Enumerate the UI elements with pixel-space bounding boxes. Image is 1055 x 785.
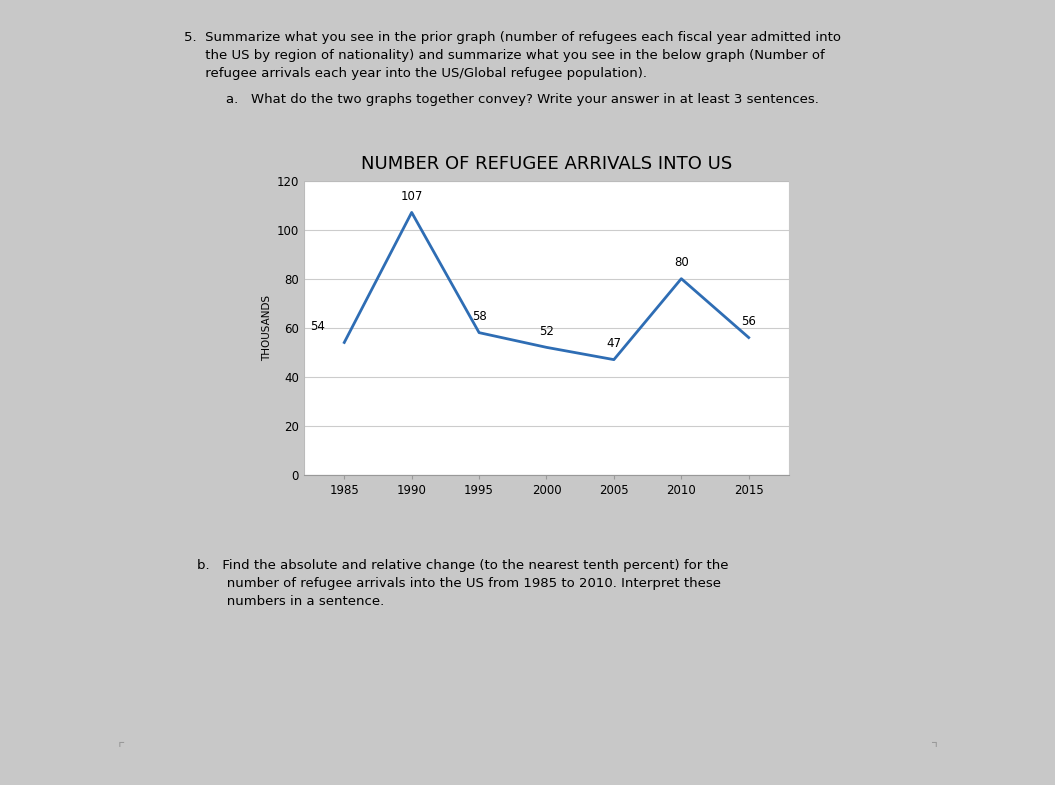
- Text: 47: 47: [607, 337, 621, 350]
- Text: 56: 56: [742, 315, 756, 328]
- Text: 54: 54: [310, 319, 325, 333]
- Text: a.   What do the two graphs together convey? Write your answer in at least 3 sen: a. What do the two graphs together conve…: [226, 93, 819, 106]
- Text: 5.  Summarize what you see in the prior graph (number of refugees each fiscal ye: 5. Summarize what you see in the prior g…: [185, 31, 841, 80]
- Text: 58: 58: [472, 310, 486, 323]
- Text: 80: 80: [674, 256, 689, 268]
- Text: ⌝: ⌝: [929, 741, 937, 756]
- Text: 52: 52: [539, 324, 554, 338]
- Text: ⌜: ⌜: [118, 741, 126, 756]
- Y-axis label: THOUSANDS: THOUSANDS: [263, 294, 272, 361]
- Text: b.   Find the absolute and relative change (to the nearest tenth percent) for th: b. Find the absolute and relative change…: [196, 559, 728, 608]
- Title: NUMBER OF REFUGEE ARRIVALS INTO US: NUMBER OF REFUGEE ARRIVALS INTO US: [361, 155, 732, 173]
- Text: 107: 107: [401, 190, 423, 203]
- Bar: [304, 181, 789, 475]
